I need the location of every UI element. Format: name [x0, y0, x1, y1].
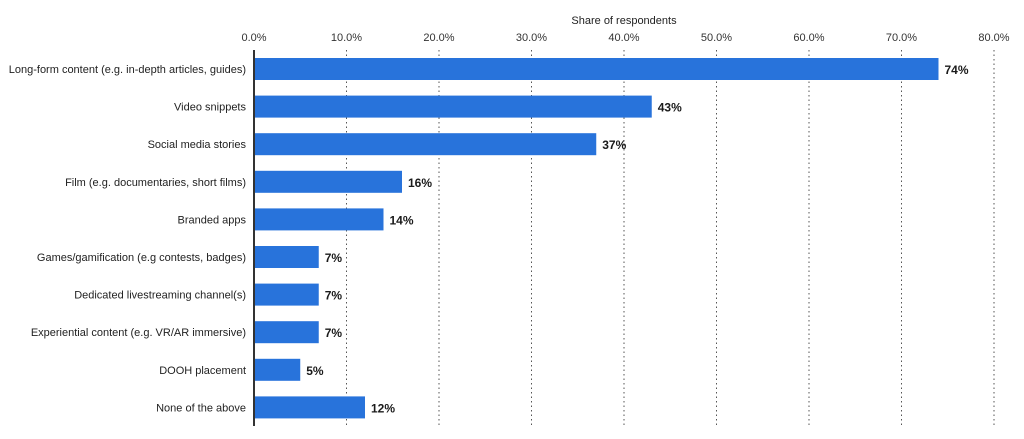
data-label: 7% [325, 251, 343, 265]
x-axis-title: Share of respondents [571, 15, 677, 27]
bar [254, 95, 652, 118]
x-tick-label: 40.0% [608, 32, 639, 44]
bar [254, 208, 384, 231]
data-label: 7% [325, 289, 343, 303]
category-label: DOOH placement [159, 365, 246, 377]
category-label: Branded apps [178, 214, 247, 226]
bar [254, 321, 319, 344]
data-label: 74% [945, 63, 969, 77]
data-label: 16% [408, 176, 432, 190]
x-tick-label: 80.0% [978, 32, 1009, 44]
data-label: 43% [658, 101, 682, 115]
category-label: Dedicated livestreaming channel(s) [74, 290, 246, 302]
bar [254, 358, 301, 381]
data-label: 12% [371, 401, 395, 415]
x-tick-label: 70.0% [886, 32, 917, 44]
bar [254, 396, 365, 419]
bar [254, 283, 319, 306]
category-label: None of the above [156, 402, 246, 414]
bar [254, 58, 939, 80]
category-label: Games/gamification (e.g contests, badges… [37, 252, 246, 264]
category-label: Long-form content (e.g. in-depth article… [9, 64, 246, 76]
x-tick-label: 50.0% [701, 32, 732, 44]
x-tick-label: 10.0% [331, 32, 362, 44]
x-tick-label: 30.0% [516, 32, 547, 44]
data-label: 14% [390, 213, 414, 227]
x-tick-label: 20.0% [423, 32, 454, 44]
category-label: Film (e.g. documentaries, short films) [65, 177, 246, 189]
bar [254, 133, 597, 156]
category-label: Experiential content (e.g. VR/AR immersi… [31, 327, 246, 339]
data-label: 7% [325, 326, 343, 340]
x-tick-label: 0.0% [241, 32, 266, 44]
bar [254, 246, 319, 268]
data-label: 37% [602, 138, 626, 152]
category-label: Social media stories [148, 139, 247, 151]
bar [254, 170, 402, 193]
category-label: Video snippets [174, 102, 246, 114]
data-label: 5% [306, 364, 324, 378]
x-tick-label: 60.0% [793, 32, 824, 44]
